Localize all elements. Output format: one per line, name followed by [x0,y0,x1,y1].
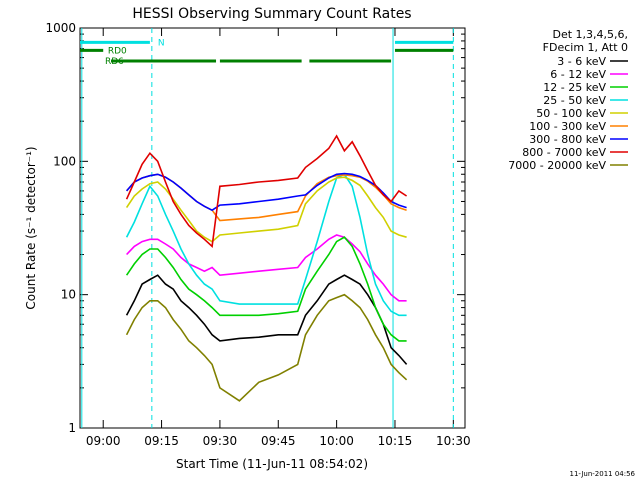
plot-area: 1 10 100 1000 09:00 09:15 09:30 09:45 10:00 10:15… [45,21,470,448]
y-axis-label: Count Rate (s⁻¹ detector⁻¹) [24,146,38,309]
y-tick-label: 1 [68,421,76,435]
legend-entry: 7000 - 20000 keV [508,159,606,172]
x-tick-label: 10:30 [436,434,471,448]
legend-entry: 25 - 50 keV [543,94,606,107]
plot-frame [79,27,466,429]
series-line [125,176,407,243]
legend-entry: 6 - 12 keV [550,68,606,81]
x-tick-label: 10:15 [378,434,413,448]
x-tick-label: 09:00 [86,434,121,448]
x-tick-label: 09:15 [144,434,179,448]
series-line [125,134,408,249]
y-tick-label: 10 [61,288,76,302]
x-axis-label: Start Time (11-Jun-11 08:54:02) [176,457,368,471]
flag-label: RD6 [105,57,124,67]
series-line [125,173,407,317]
legend-entry: 3 - 6 keV [557,55,606,68]
chart-title: HESSI Observing Summary Count Rates [132,6,411,22]
legend-entry: 50 - 100 keV [536,107,606,120]
y-tick-label: 1000 [45,21,76,35]
legend-entry: 300 - 800 keV [529,133,606,146]
timestamp-footer: 11-Jun-2011 04:56 [570,470,636,478]
legend: Det 1,3,4,5,6,FDecim 1, Att 03 - 6 keV6 … [508,28,628,172]
legend-header: FDecim 1, Att 0 [543,41,628,54]
series-line [125,236,407,342]
legend-entry: 100 - 300 keV [529,120,606,133]
x-tick-label: 09:30 [203,434,238,448]
series-line [125,274,408,365]
flag-label: N [158,38,165,48]
legend-header: Det 1,3,4,5,6, [552,28,628,41]
flag-label: RD0 [108,46,127,56]
x-tick-label: 10:00 [319,434,354,448]
legend-entry: 12 - 25 keV [543,81,606,94]
legend-entry: 800 - 7000 keV [522,146,606,159]
series-line [126,234,407,302]
y-tick-label: 100 [53,154,76,168]
series-line [125,293,408,402]
x-tick-label: 09:45 [261,434,296,448]
